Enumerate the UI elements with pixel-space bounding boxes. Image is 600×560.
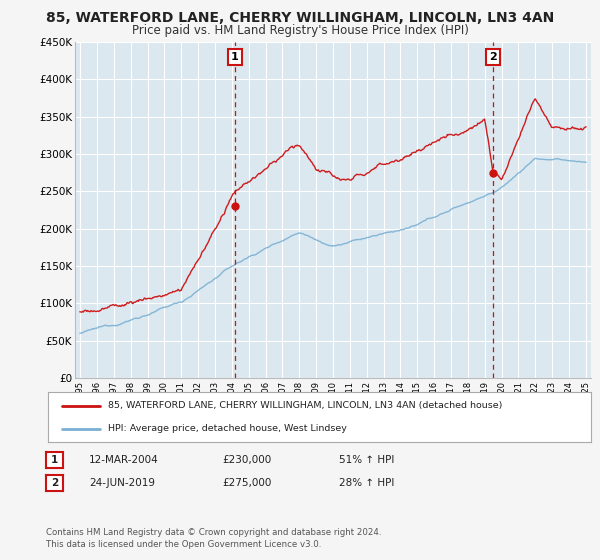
Text: 85, WATERFORD LANE, CHERRY WILLINGHAM, LINCOLN, LN3 4AN: 85, WATERFORD LANE, CHERRY WILLINGHAM, L… bbox=[46, 11, 554, 25]
Text: Contains HM Land Registry data © Crown copyright and database right 2024.
This d: Contains HM Land Registry data © Crown c… bbox=[46, 528, 382, 549]
Text: 24-JUN-2019: 24-JUN-2019 bbox=[89, 478, 155, 488]
Text: 51% ↑ HPI: 51% ↑ HPI bbox=[339, 455, 394, 465]
Text: 1: 1 bbox=[231, 52, 239, 62]
Text: 2: 2 bbox=[51, 478, 58, 488]
Text: 1: 1 bbox=[51, 455, 58, 465]
Text: 85, WATERFORD LANE, CHERRY WILLINGHAM, LINCOLN, LN3 4AN (detached house): 85, WATERFORD LANE, CHERRY WILLINGHAM, L… bbox=[108, 401, 502, 410]
Text: 12-MAR-2004: 12-MAR-2004 bbox=[89, 455, 158, 465]
Text: Price paid vs. HM Land Registry's House Price Index (HPI): Price paid vs. HM Land Registry's House … bbox=[131, 24, 469, 37]
Text: HPI: Average price, detached house, West Lindsey: HPI: Average price, detached house, West… bbox=[108, 424, 347, 433]
Text: £230,000: £230,000 bbox=[222, 455, 271, 465]
Text: £275,000: £275,000 bbox=[222, 478, 271, 488]
Text: 2: 2 bbox=[489, 52, 497, 62]
Text: 28% ↑ HPI: 28% ↑ HPI bbox=[339, 478, 394, 488]
